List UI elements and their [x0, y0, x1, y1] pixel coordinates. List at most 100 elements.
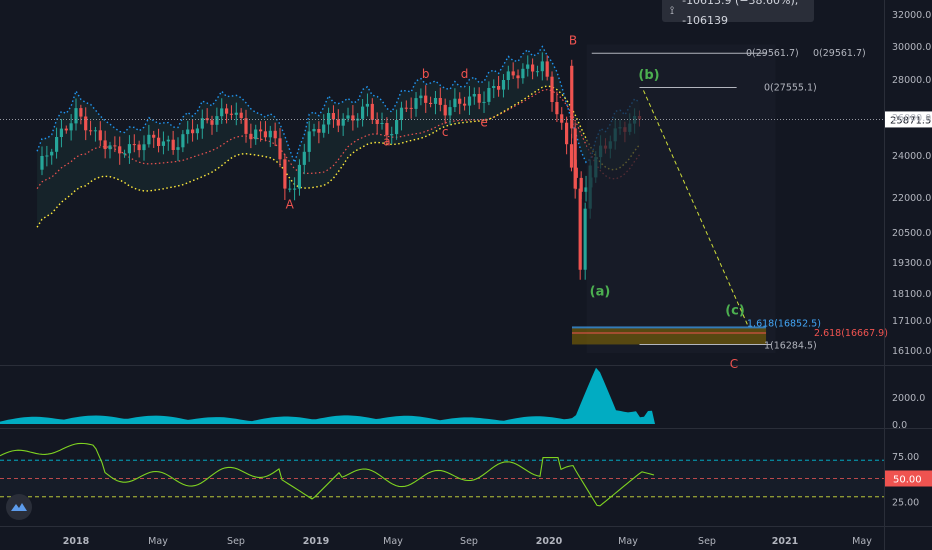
time-tick: Sep [227, 536, 245, 547]
candle-body [191, 129, 195, 134]
candle-body [259, 129, 263, 132]
volume-area [0, 367, 655, 424]
candle-body [560, 114, 564, 123]
measure-tooltip[interactable]: ⟟ -10613.9 (−38.60%), -106139 [662, 0, 814, 27]
candle-body [123, 153, 127, 155]
candle-body [234, 112, 238, 115]
fib-label: 0(29561.7) [746, 48, 799, 59]
price-tick: 16100.0 [892, 346, 931, 357]
candle-body [535, 71, 540, 73]
candle-body [283, 159, 287, 189]
candle-body [229, 113, 233, 115]
candle-body [550, 76, 554, 102]
candle-body [69, 123, 73, 131]
candle-body [570, 65, 574, 129]
time-tick: Sep [460, 536, 478, 547]
candle-body [322, 124, 326, 133]
candle-body [263, 131, 267, 138]
candle-body [278, 138, 282, 160]
logo-icon [11, 503, 27, 511]
price-tick: 26000.0 [892, 113, 931, 124]
wave-label: (b) [638, 68, 659, 83]
candle-body [40, 156, 44, 170]
candle-body [506, 71, 510, 80]
candle-body [108, 145, 112, 150]
candle-body [220, 108, 224, 117]
candle-body [157, 137, 161, 146]
time-tick: May [383, 536, 403, 547]
fib-zone-blue [572, 326, 767, 329]
candle-body [312, 129, 316, 132]
candle-body [497, 86, 501, 90]
candle-body [161, 141, 165, 146]
candle-body [482, 101, 486, 103]
time-tick: May [618, 536, 638, 547]
candle-body [511, 71, 515, 76]
candle-body [93, 130, 97, 132]
candle-body [288, 188, 292, 190]
candle-body [463, 103, 467, 106]
candle-body [516, 75, 520, 79]
candle-body [365, 103, 369, 107]
candle-body [429, 102, 433, 104]
candle-body [351, 115, 355, 121]
ruler-icon: ⟟ [670, 4, 675, 17]
tradingview-logo[interactable] [6, 494, 32, 520]
lower-band-line [36, 85, 641, 228]
candle-body [424, 95, 428, 103]
candle-body [103, 140, 107, 150]
rsi-tick: 75.00 [892, 452, 919, 463]
price-tick: 18100.0 [892, 289, 931, 300]
projection-zone [586, 44, 776, 354]
wave-label: d [461, 67, 469, 81]
candle-body [569, 144, 574, 168]
volume-tick: 0.0 [892, 420, 907, 431]
candle-body [545, 61, 549, 77]
measure-text: -10613.9 (−38.60%), -106139 [682, 0, 799, 27]
candle-body [98, 130, 102, 141]
rsi-tick: 25.00 [892, 497, 919, 508]
candle-body [59, 128, 63, 137]
candle-body [443, 104, 447, 116]
time-tick: May [852, 536, 872, 547]
candle-body [307, 131, 311, 152]
time-tick: 2020 [536, 536, 563, 547]
price-tag-text: 25871.5 [890, 115, 931, 126]
volume-tick: 2000.0 [892, 393, 925, 404]
candle-body [380, 123, 384, 124]
rsi-line [0, 442, 655, 507]
price-tick: 17100.0 [892, 316, 931, 327]
time-tick: 2019 [303, 536, 329, 547]
candle-body [249, 133, 253, 140]
projection-line [643, 90, 749, 327]
candle-body [472, 94, 476, 97]
candle-body [195, 128, 199, 134]
wave-label: c [442, 125, 449, 139]
candle-body [395, 120, 399, 135]
candle-body [137, 144, 141, 151]
candle-body [579, 177, 583, 192]
candle-body [458, 98, 462, 104]
candle-body [331, 113, 335, 120]
candle-body [501, 80, 506, 90]
candle-body [186, 129, 190, 135]
candle-body [74, 108, 78, 124]
candle-body [555, 102, 559, 115]
candle-body [152, 134, 156, 138]
candle-body [477, 94, 481, 103]
candle-body [317, 129, 321, 133]
candle-body [573, 128, 577, 189]
candle-body [89, 130, 93, 132]
candle-body [540, 61, 544, 72]
candle-body [147, 134, 151, 145]
fib-label: 0(27555.1) [764, 83, 817, 94]
candle-body [113, 145, 117, 147]
fib-label: 2.618(16667.9) [814, 328, 888, 339]
candle-body [268, 130, 272, 138]
fib-label: 1(16284.5) [764, 341, 817, 352]
candle-body [239, 112, 243, 119]
candle-body [166, 139, 170, 142]
candle-body [487, 88, 491, 102]
candle-body [370, 103, 374, 120]
